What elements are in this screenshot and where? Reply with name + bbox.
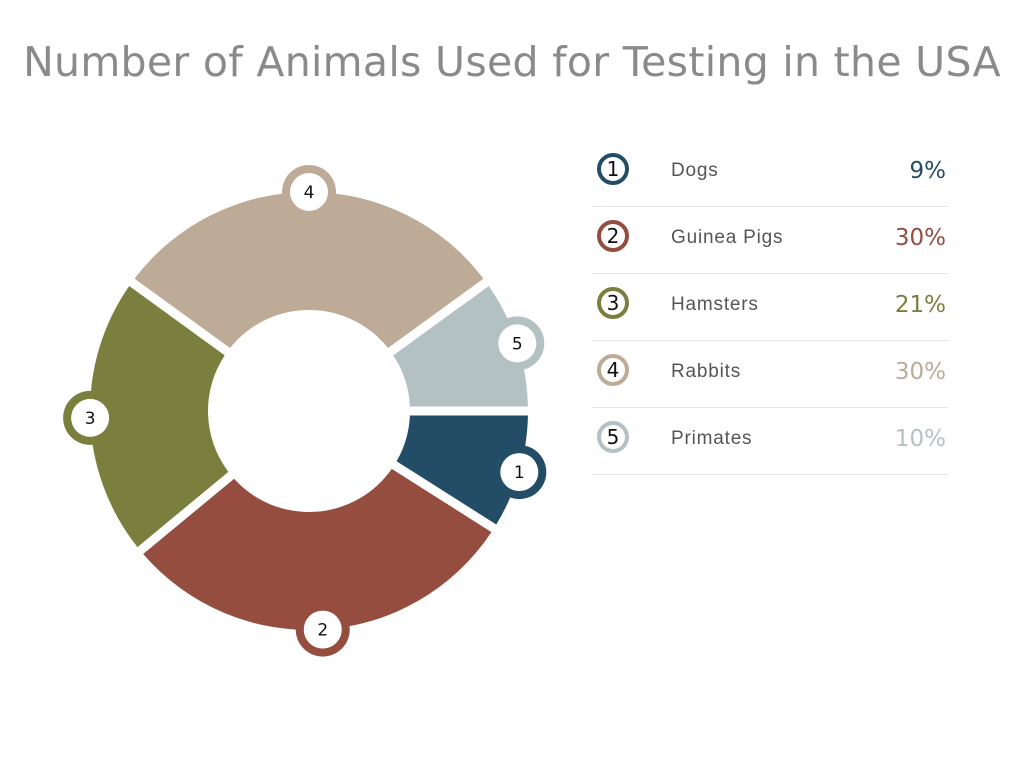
legend-badge-2: 2 bbox=[597, 220, 629, 252]
legend-item-dogs: 1 Dogs 9% bbox=[592, 140, 948, 207]
donut-slice-primates bbox=[393, 285, 528, 407]
legend-item-rabbits: 4 Rabbits 30% bbox=[592, 341, 948, 408]
legend-item-hamsters: 3 Hamsters 21% bbox=[592, 274, 948, 341]
donut-badge-5: 5 bbox=[490, 316, 545, 371]
donut-slice-hamsters bbox=[90, 285, 229, 548]
donut-badge-label: 2 bbox=[317, 621, 328, 641]
donut-badge-label: 4 bbox=[304, 183, 315, 203]
donut-badge-label: 3 bbox=[85, 409, 96, 429]
legend-badge-5: 5 bbox=[597, 421, 629, 453]
donut-badge-label: 5 bbox=[512, 334, 523, 354]
donut-badge-1: 1 bbox=[492, 445, 547, 500]
legend-value-dogs: 9% bbox=[909, 158, 947, 184]
donut-slice-guinea-pigs bbox=[143, 468, 492, 630]
legend-label-rabbits: Rabbits bbox=[671, 361, 742, 382]
legend-value-hamsters: 21% bbox=[894, 292, 946, 318]
donut-badge-center bbox=[303, 610, 342, 649]
legend-item-guinea-pigs: 2 Guinea Pigs 30% bbox=[592, 207, 948, 274]
donut-badge-center bbox=[290, 173, 328, 211]
legend-badge-4: 4 bbox=[597, 354, 629, 386]
legend-badge-1: 1 bbox=[597, 153, 629, 185]
donut-slice-rabbits bbox=[134, 191, 484, 349]
donut-chart: 1 2 3 4 5 bbox=[63, 165, 547, 657]
donut-badge-center bbox=[500, 453, 539, 492]
legend-badge-3: 3 bbox=[597, 287, 629, 319]
donut-badge-4: 4 bbox=[282, 165, 336, 219]
donut-slice-dogs bbox=[396, 415, 528, 525]
chart-title: Number of Animals Used for Testing in th… bbox=[23, 38, 1001, 86]
donut-badge-3: 3 bbox=[63, 390, 118, 445]
legend: 1 Dogs 9% 2 Guinea Pigs 30% 3 Hamsters 2… bbox=[592, 140, 948, 475]
legend-label-guinea-pigs: Guinea Pigs bbox=[671, 227, 784, 248]
legend-value-primates: 10% bbox=[894, 426, 946, 452]
donut-badge-center bbox=[71, 398, 110, 437]
legend-item-primates: 5 Primates 10% bbox=[592, 408, 948, 475]
donut-badge-center bbox=[498, 324, 537, 363]
legend-value-guinea-pigs: 30% bbox=[894, 225, 946, 251]
legend-label-primates: Primates bbox=[671, 428, 753, 449]
legend-label-hamsters: Hamsters bbox=[671, 294, 759, 315]
legend-value-rabbits: 30% bbox=[894, 359, 946, 385]
legend-label-dogs: Dogs bbox=[671, 160, 719, 181]
donut-badge-2: 2 bbox=[295, 602, 350, 657]
donut-badge-label: 1 bbox=[514, 463, 525, 483]
